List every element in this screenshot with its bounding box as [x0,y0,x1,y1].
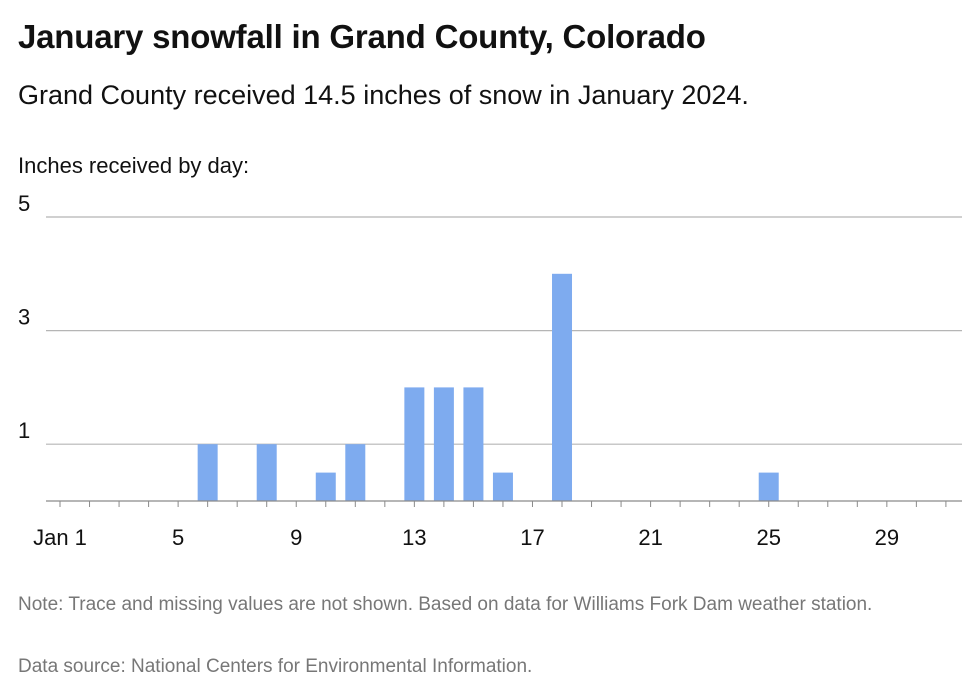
bar-jan-18 [552,273,573,501]
x-tick-label: 5 [172,525,184,550]
y-tick-label: 3 [18,305,30,330]
bar-jan-25 [758,472,779,501]
x-tick-label: 21 [638,525,662,550]
bar-jan-14 [433,387,454,501]
bars [197,273,779,501]
y-tick-label: 1 [18,418,30,443]
y-tick-label: 5 [18,191,30,216]
chart-title: January snowfall in Grand County, Colora… [18,18,706,55]
bar-jan-15 [463,387,484,501]
x-tick-label: Jan 1 [33,525,87,550]
x-tick-label: 17 [520,525,544,550]
x-tick-labels: Jan 1 5 9 13 17 21 25 29 [33,525,899,550]
y-axis-label: Inches received by day: [18,153,250,178]
chart-subtitle: Grand County received 14.5 inches of sno… [18,80,749,110]
y-tick-labels: 1 3 5 [18,191,30,443]
x-axis [46,500,962,507]
x-tick-label: 29 [875,525,899,550]
bar-jan-8 [256,444,277,501]
bar-jan-6 [197,444,218,501]
bar-jan-13 [404,387,425,501]
x-tick-label: 9 [290,525,302,550]
bar-jan-11 [345,444,366,501]
x-tick-label: 13 [402,525,426,550]
bar-jan-16 [492,472,513,501]
bar-jan-10 [315,472,336,501]
data-source: Data source: National Centers for Enviro… [18,656,533,677]
gridlines [46,216,962,445]
x-tick-label: 25 [756,525,780,550]
chart-note: Note: Trace and missing values are not s… [18,594,873,615]
